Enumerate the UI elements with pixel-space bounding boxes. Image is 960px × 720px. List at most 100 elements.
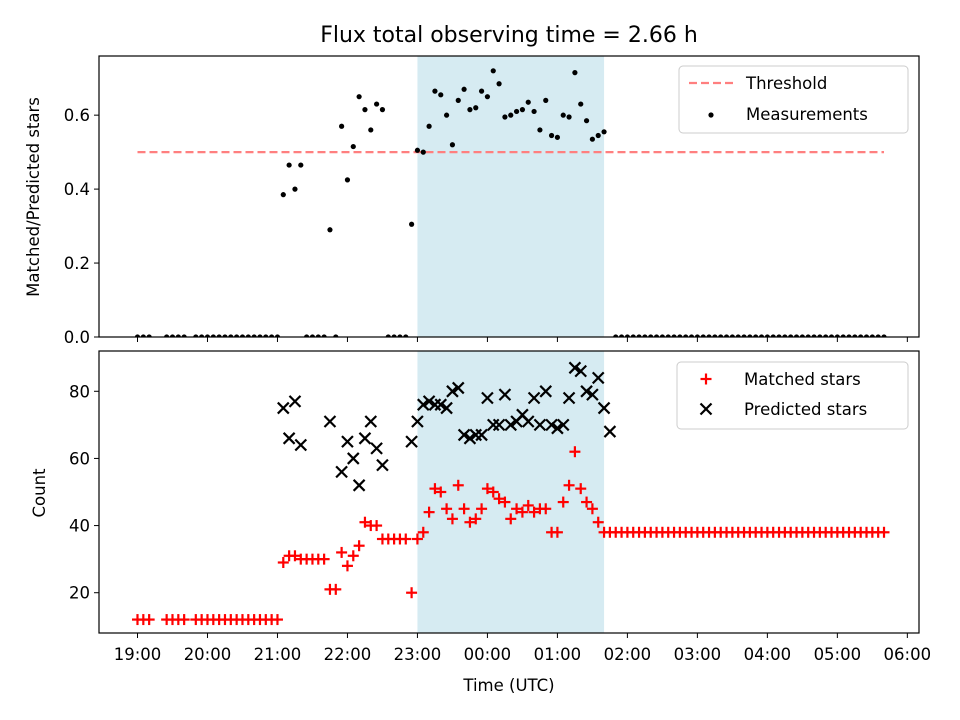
matched-stars-point: [452, 479, 464, 491]
predicted-stars-point-b: [562, 391, 576, 405]
matched-stars-point: [540, 503, 552, 515]
matched-stars-point: [446, 513, 458, 525]
panel-top-legend-box: [678, 65, 909, 134]
predicted-stars-point-b: [580, 385, 593, 398]
measurement-point: [496, 81, 502, 87]
measurement-point: [315, 334, 321, 337]
measurement-point: [286, 162, 292, 168]
predicted-stars-point-b: [521, 415, 535, 428]
matched-stars-point: [499, 496, 511, 508]
predicted-stars-point-b: [591, 371, 605, 385]
measurement-point: [776, 334, 782, 337]
measurement-point: [344, 177, 351, 183]
measurement-point: [881, 334, 887, 337]
matched-stars-point: [528, 506, 540, 518]
predicted-stars-point: [475, 428, 488, 442]
legend-threshold-label: Threshold: [745, 74, 827, 93]
predicted-stars-point: [370, 442, 383, 455]
measurement-point: [432, 88, 438, 94]
predicted-stars-point-b: [545, 418, 558, 432]
measurement-point: [846, 334, 852, 337]
predicted-stars-point: [341, 435, 354, 448]
measurement-point: [840, 334, 846, 337]
measurement-point: [443, 112, 450, 118]
measurement-point: [304, 334, 310, 337]
measurement-point: [583, 118, 590, 124]
measurement-point: [362, 107, 368, 113]
measurement-point: [146, 334, 152, 337]
predicted-stars-point-b: [492, 418, 506, 432]
predicted-stars-point: [556, 418, 570, 432]
predicted-stars-point: [416, 398, 430, 411]
measurement-point: [210, 334, 216, 337]
predicted-stars-point-b: [463, 432, 477, 445]
panel-top-y-axis-label: Matched/Predicted stars: [24, 97, 43, 297]
panel-bottom-legend-box: [676, 361, 909, 430]
matched-stars-point: [435, 486, 447, 498]
measurement-point: [204, 334, 211, 337]
matched-stars-point: [586, 503, 598, 515]
predicted-stars-point-b: [446, 385, 459, 398]
y-tick-label: 0.2: [64, 254, 90, 273]
predicted-stars-point: [434, 398, 448, 411]
matched-stars-point: [522, 499, 534, 511]
predicted-stars-point: [364, 415, 378, 428]
measurement-point: [648, 334, 654, 337]
predicted-stars-point: [376, 458, 389, 472]
predicted-stars-point: [580, 385, 593, 398]
predicted-stars-point: [288, 395, 302, 408]
matched-stars-point: [423, 506, 435, 518]
matched-stars-point: [429, 483, 441, 495]
measurement-point: [368, 127, 374, 133]
predicted-stars-point-b: [481, 391, 494, 405]
matched-stars-point: [493, 493, 505, 505]
x-tick-label: 21:00: [254, 645, 302, 664]
predicted-stars-point-b: [457, 428, 471, 442]
matched-stars-point: [353, 540, 365, 552]
legend-measurements-label: Measurements: [746, 105, 868, 124]
panel-bottom-y-axis-label: Count: [30, 468, 49, 518]
predicted-stars-point: [463, 432, 477, 445]
measurement-point: [461, 86, 467, 92]
measurement-point: [642, 334, 648, 337]
measurement-point: [321, 334, 327, 337]
measurement-point: [257, 334, 263, 337]
measurement-point: [403, 334, 409, 337]
measurement-point: [374, 101, 380, 107]
measurement-point: [280, 192, 286, 198]
predicted-stars-point-b: [294, 438, 308, 452]
matched-stars-point: [470, 513, 482, 525]
matched-stars-point: [551, 526, 563, 538]
predicted-stars-point: [405, 435, 418, 448]
predicted-stars-point: [347, 452, 360, 465]
x-tick-label: 20:00: [184, 645, 232, 664]
panel-top-legend: Threshold Measurements: [678, 65, 909, 134]
predicted-stars-point-b: [527, 391, 541, 405]
legend-matched-stars-marker: [700, 373, 712, 385]
measurement-point: [309, 334, 316, 337]
predicted-stars-point-b: [347, 452, 360, 465]
matched-stars-point: [336, 546, 348, 558]
measurement-point: [823, 334, 829, 337]
measurement-point: [502, 114, 508, 120]
predicted-stars-point-b: [370, 442, 383, 455]
matched-stars-point: [581, 496, 593, 508]
predicted-stars-point-b: [282, 432, 296, 445]
predicted-stars-point: [335, 465, 348, 479]
measurement-point: [449, 142, 456, 148]
predicted-stars-point: [597, 401, 611, 415]
measurement-point: [438, 92, 444, 98]
measurement-point: [379, 107, 386, 113]
matched-stars-point: [406, 587, 418, 599]
panel-bottom-frame: [98, 350, 920, 634]
measurement-point: [140, 334, 146, 337]
measurement-point: [799, 334, 805, 337]
matched-stars-point: [271, 614, 283, 626]
predicted-stars-point: [568, 361, 582, 375]
measurement-point: [712, 334, 718, 337]
predicted-stars-point: [504, 418, 518, 432]
predicted-stars-point-b: [498, 388, 512, 401]
predicted-stars-point-b: [586, 388, 599, 401]
measurement-point: [817, 334, 823, 337]
measurement-point: [228, 334, 234, 337]
